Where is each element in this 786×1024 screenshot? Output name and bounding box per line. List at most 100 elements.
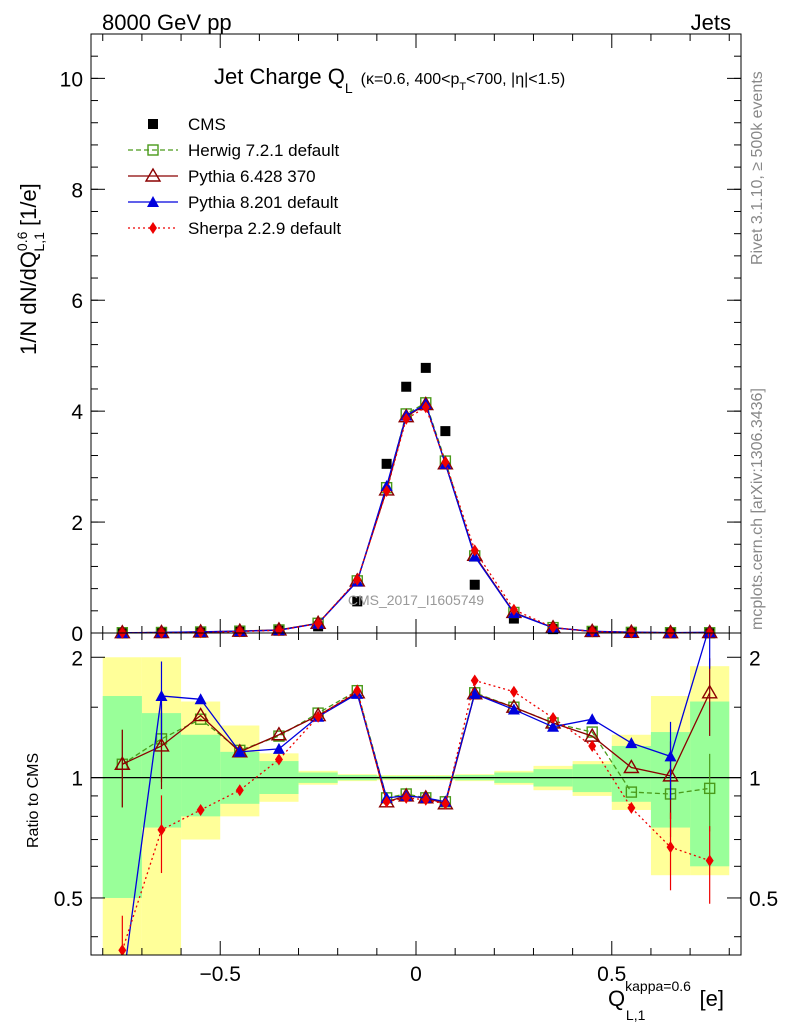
main-ylabel-sup: 0.6 — [14, 231, 30, 251]
chart-title-cuts-sub: T — [459, 81, 466, 93]
header-right: Jets — [691, 10, 731, 35]
xlabel-sup: kappa=0.6 — [625, 978, 691, 994]
legend-item: Herwig 7.2.1 default — [128, 141, 339, 160]
xtick-label: 0.5 — [597, 963, 626, 986]
ratio-data-point — [547, 720, 560, 732]
legend-label: CMS — [188, 115, 226, 134]
main-ytick-label: 0 — [71, 623, 83, 646]
ratio-data-point — [194, 693, 207, 705]
ratio-data-point — [270, 726, 288, 741]
data-point — [470, 544, 479, 557]
series-line — [122, 406, 710, 634]
ratio-panel: 0.5 0.5 1 1 2 2 −0.5 0 0.5 — [54, 632, 778, 992]
ratio-series-line — [125, 633, 709, 955]
ratio-data-point — [441, 797, 450, 810]
ratio-data-point — [705, 854, 714, 867]
ratio-data-point — [549, 711, 558, 724]
xlabel-unit: [e] — [693, 986, 724, 1011]
legend-item: Pythia 8.201 default — [128, 193, 339, 212]
ratio-data-point — [623, 759, 640, 774]
xtick-label: 0 — [410, 963, 422, 986]
ratio-data-point — [353, 684, 362, 697]
ratio-data-point — [314, 710, 323, 723]
ratio-data-point — [155, 690, 168, 702]
analysis-watermark: CMS_2017_I1605749 — [348, 592, 484, 608]
ratio-data-point — [509, 685, 518, 698]
data-point — [314, 617, 323, 630]
ratio-band-green — [611, 745, 651, 802]
ratio-data-point — [116, 981, 128, 992]
header-left: 8000 GeV pp — [102, 10, 232, 35]
data-point — [421, 401, 430, 414]
legend-item: Sherpa 2.2.9 default — [128, 219, 341, 238]
data-point — [509, 603, 518, 616]
legend-item: CMS — [148, 115, 226, 134]
main-ylabel-sub: L,1 — [31, 232, 47, 252]
legend-item: Pythia 6.428 370 — [128, 167, 316, 186]
mcplots-label: mcplots.cern.ch [arXiv:1306.3436] — [749, 388, 766, 630]
data-point — [381, 458, 392, 469]
chart-title-cuts: (κ=0.6, 400<p — [361, 71, 460, 88]
ratio-data-point — [272, 742, 285, 754]
ratio-ytick-label: 0.5 — [54, 888, 83, 911]
ratio-data-point — [468, 687, 481, 699]
ratio-data-point — [196, 803, 205, 816]
legend-marker — [147, 196, 159, 207]
ratio-data-point — [421, 793, 430, 806]
main-ytick-label: 8 — [71, 179, 83, 202]
ratio-data-point — [507, 703, 520, 715]
data-point — [508, 613, 519, 624]
ratio-data-point — [235, 784, 244, 797]
data-point — [441, 456, 450, 469]
data-point — [196, 626, 205, 639]
data-point — [440, 426, 451, 437]
ratio-data-point — [703, 782, 716, 795]
data-point — [235, 625, 244, 638]
data-point — [402, 412, 411, 425]
ratio-data-point — [153, 737, 170, 752]
main-ytick-label: 4 — [71, 401, 83, 424]
data-point — [549, 621, 558, 634]
xtick-label: −0.5 — [199, 963, 240, 986]
legend-label: Herwig 7.2.1 default — [188, 141, 339, 160]
ratio-data-point — [233, 745, 246, 757]
chart-title: Jet Charge QL (κ=0.6, 400<pT<700, |η|<1.5… — [214, 64, 565, 96]
ratio-data-point — [664, 750, 677, 762]
data-point — [420, 362, 431, 373]
ratio-data-point — [192, 707, 209, 722]
ratio-data-point — [625, 786, 638, 798]
legend-marker — [149, 222, 157, 234]
ratio-ytick-label-right: 0.5 — [749, 888, 778, 911]
data-point — [627, 626, 636, 639]
ratio-data-point — [118, 944, 127, 955]
main-ytick-label: 10 — [60, 68, 83, 91]
chart-title-cuts-2: <700, |η|<1.5) — [466, 71, 565, 88]
ratio-data-point — [157, 823, 166, 836]
ratio-data-point — [114, 755, 131, 770]
rivet-version-label: Rivet 3.1.10, ≥ 500k events — [749, 71, 766, 265]
data-point — [588, 625, 597, 638]
data-point — [352, 596, 363, 607]
legend-marker — [148, 119, 158, 129]
xlabel-sub: L,1 — [626, 1007, 646, 1023]
ratio-data-point — [586, 726, 598, 738]
ratio-ylabel: Ratio to CMS — [25, 753, 42, 848]
legend-label: Pythia 6.428 370 — [188, 167, 316, 186]
legend-marker — [147, 144, 159, 156]
xlabel: Qkappa=0.6 L,1 [e] — [608, 978, 724, 1023]
ratio-series-sherpa-2-2-9-default — [118, 674, 714, 955]
ratio-series-group — [114, 633, 718, 992]
data-point — [353, 573, 362, 586]
ratio-ytick-label: 2 — [71, 647, 83, 670]
ratio-data-point — [701, 684, 718, 699]
legend: CMS Herwig 7.2.1 default Pythia 6.428 370 P… — [128, 115, 341, 238]
ratio-data-point — [586, 713, 599, 725]
ratio-data-point — [588, 739, 597, 752]
main-panel: 0 2 4 6 8 10 — [60, 33, 742, 646]
main-ytick-label: 6 — [71, 290, 83, 313]
main-ylabel-unit: [1/e] — [16, 183, 41, 232]
data-point — [382, 485, 391, 498]
ratio-data-point — [402, 791, 411, 804]
ratio-ytick-label-right: 2 — [749, 647, 761, 670]
